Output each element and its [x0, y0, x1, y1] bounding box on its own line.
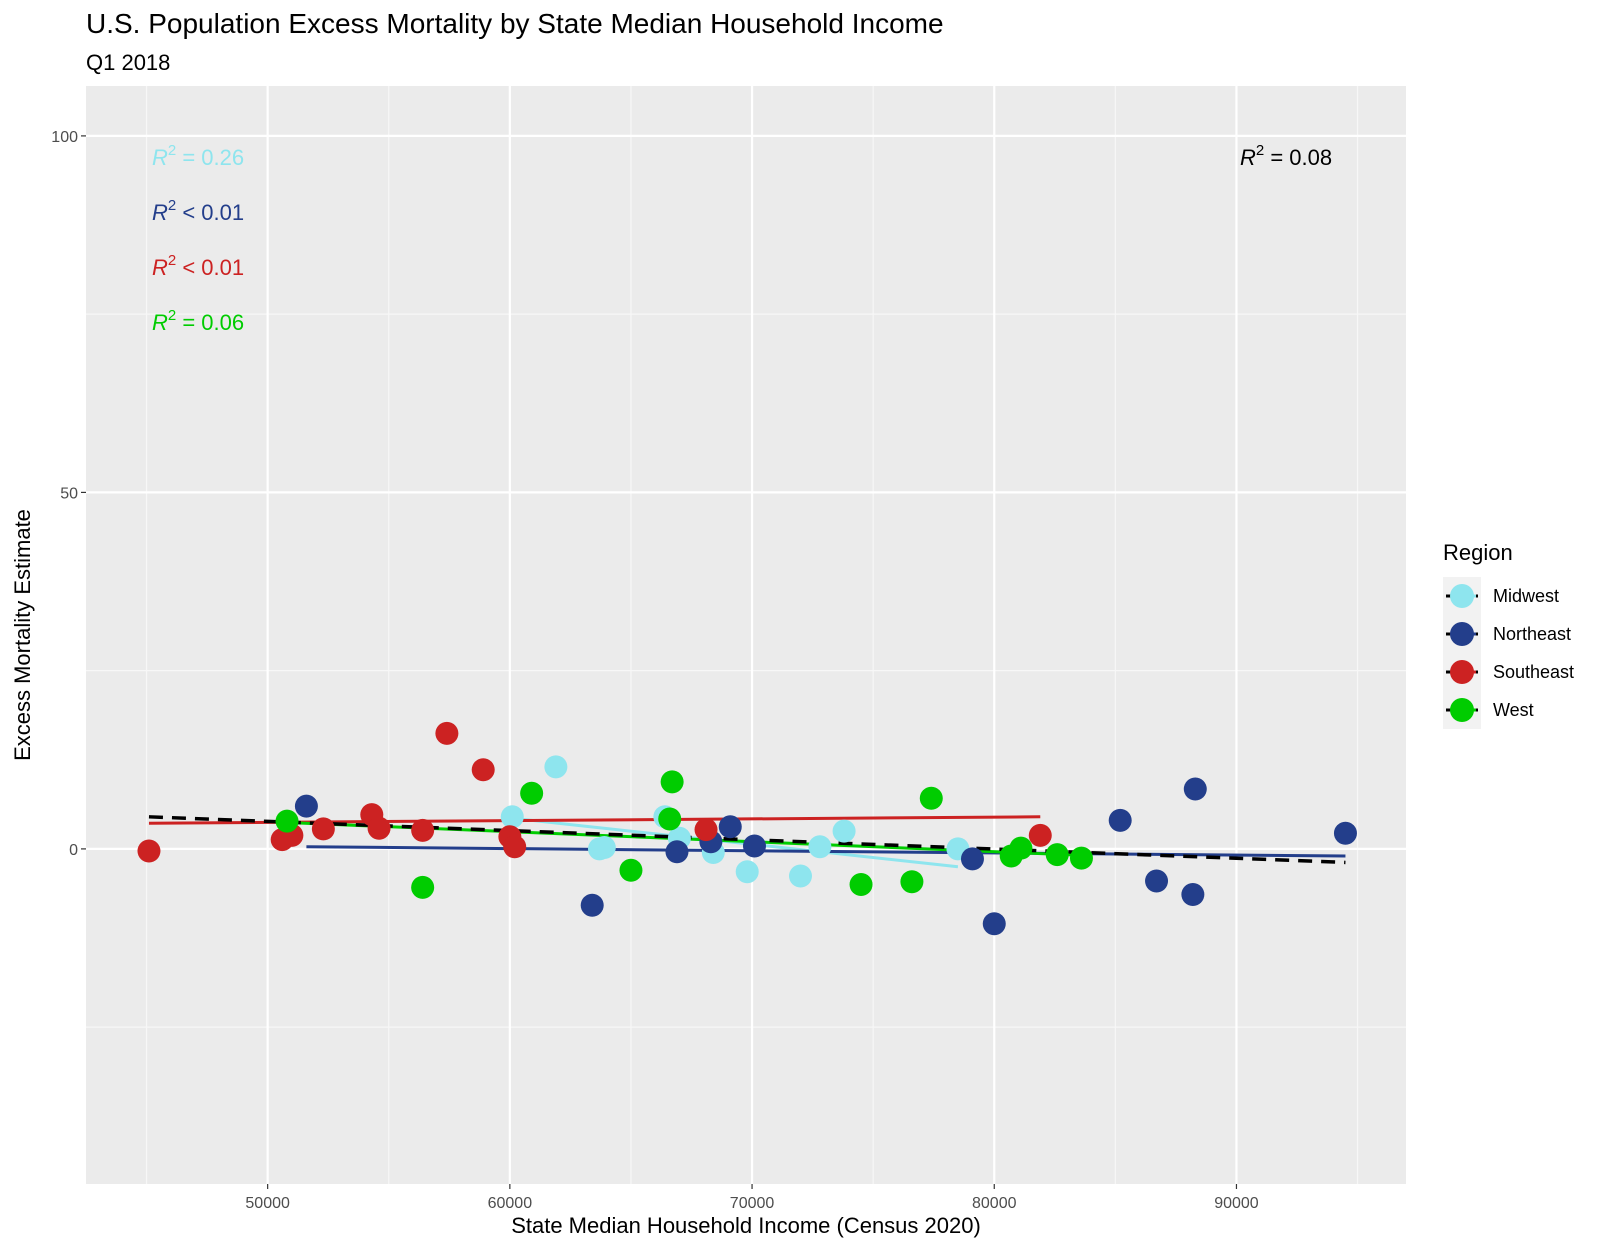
legend-label-southeast: Southeast: [1493, 662, 1574, 682]
point-northeast: [982, 912, 1006, 936]
legend-key-point-midwest: [1450, 584, 1474, 608]
point-northeast: [665, 840, 689, 864]
x-tick-label: 70000: [730, 1195, 775, 1212]
data-points: [137, 721, 1357, 936]
point-midwest: [832, 819, 856, 843]
point-midwest: [500, 805, 524, 829]
point-northeast: [1145, 869, 1169, 893]
x-tick-label: 90000: [1214, 1195, 1259, 1212]
point-northeast: [580, 893, 604, 917]
plot-panel: [86, 86, 1406, 1184]
point-southeast: [137, 839, 161, 863]
chart-title: U.S. Population Excess Mortality by Stat…: [86, 8, 944, 39]
r2-annotations: R2 = 0.26 R2 < 0.01 R2 < 0.01 R2 = 0.06 R2 =…: [152, 142, 1332, 335]
y-tick-label: 50: [60, 485, 78, 502]
x-tick-label: 60000: [488, 1195, 533, 1212]
chart-subtitle: Q1 2018: [86, 50, 170, 75]
point-west: [1069, 846, 1093, 870]
point-northeast: [742, 834, 766, 858]
legend-label-midwest: Midwest: [1493, 586, 1559, 606]
legend-key-point-west: [1450, 698, 1474, 722]
point-southeast: [471, 758, 495, 782]
point-northeast: [1183, 777, 1207, 801]
legend-label-northeast: Northeast: [1493, 624, 1571, 644]
point-northeast: [294, 794, 318, 818]
point-southeast: [503, 835, 527, 859]
point-midwest: [808, 835, 832, 859]
point-west: [275, 809, 299, 833]
point-southeast: [435, 721, 459, 745]
point-northeast: [1333, 821, 1357, 845]
point-west: [919, 786, 943, 810]
legend-key-point-southeast: [1450, 660, 1474, 684]
point-west: [849, 873, 873, 897]
y-axis-title: Excess Mortality Estimate: [10, 509, 35, 761]
point-northeast: [1181, 883, 1205, 907]
y-tick-label: 100: [51, 129, 78, 146]
point-southeast: [411, 818, 435, 842]
point-west: [658, 807, 682, 831]
legend-key-point-northeast: [1450, 622, 1474, 646]
legend: Region Midwest Northeast Southeast West: [1443, 540, 1574, 729]
x-tick-label: 50000: [245, 1195, 290, 1212]
point-west: [1045, 843, 1069, 867]
minor-gridlines: [86, 86, 1406, 1184]
point-midwest: [592, 835, 616, 859]
x-tick-label: 80000: [972, 1195, 1017, 1212]
r2-label-overall: R2 = 0.08: [1240, 142, 1332, 170]
r2-label-midwest: R2 = 0.26: [152, 142, 244, 170]
point-northeast: [960, 847, 984, 871]
y-axis-ticks: 0 50 100: [51, 129, 86, 859]
point-southeast: [1028, 823, 1052, 847]
point-southeast: [367, 816, 391, 840]
point-northeast: [718, 815, 742, 839]
legend-title: Region: [1443, 540, 1513, 565]
legend-label-west: West: [1493, 700, 1534, 720]
point-west: [1009, 836, 1033, 860]
x-axis-title: State Median Household Income (Census 20…: [511, 1213, 981, 1238]
point-west: [619, 858, 643, 882]
point-west: [411, 875, 435, 899]
point-southeast: [694, 818, 718, 842]
r2-label-west: R2 = 0.06: [152, 307, 244, 335]
y-tick-label: 0: [69, 842, 78, 859]
point-northeast: [1108, 808, 1132, 832]
r2-label-northeast: R2 < 0.01: [152, 197, 244, 225]
point-west: [520, 781, 544, 805]
x-axis-ticks: 50000 60000 70000 80000 90000: [245, 1184, 1259, 1212]
point-midwest: [544, 755, 568, 779]
point-west: [660, 770, 684, 794]
point-midwest: [788, 864, 812, 888]
point-west: [900, 870, 924, 894]
point-midwest: [735, 860, 759, 884]
point-southeast: [311, 817, 335, 841]
r2-label-southeast: R2 < 0.01: [152, 252, 244, 280]
major-gridlines: [86, 86, 1406, 1184]
